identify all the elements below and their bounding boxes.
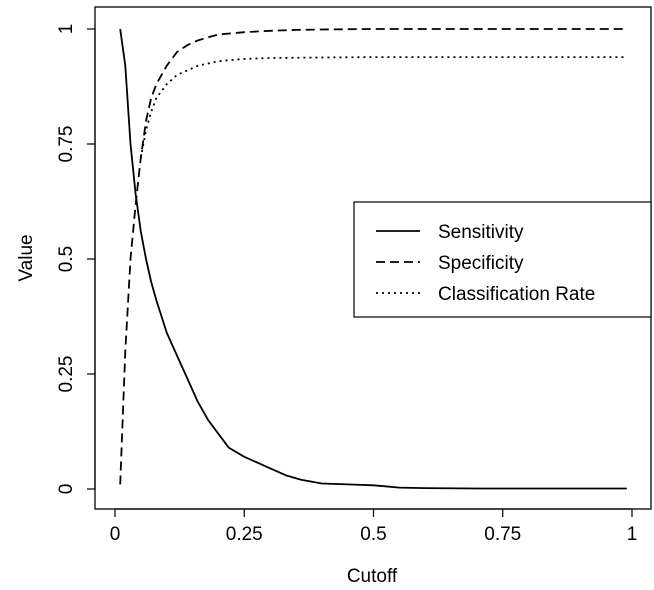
y-tick-label: 0.75 bbox=[56, 126, 77, 163]
x-tick-label: 1 bbox=[627, 524, 638, 545]
series-line-sensitivity bbox=[119, 28, 627, 490]
legend-label: Sensitivity bbox=[438, 222, 524, 243]
x-axis-title: Cutoff bbox=[347, 566, 398, 587]
x-tick-label: 0.75 bbox=[484, 524, 521, 545]
y-axis: 0 0.25 0.5 0.75 1 bbox=[56, 24, 96, 495]
x-tick-label: 0.25 bbox=[226, 524, 263, 545]
y-tick-label: 0.25 bbox=[56, 356, 77, 393]
legend: Sensitivity Specificity Classification Rat… bbox=[353, 201, 652, 318]
series-line-classification-rate bbox=[139, 56, 627, 158]
legend-label: Specificity bbox=[438, 253, 524, 274]
y-axis-title: Value bbox=[16, 234, 37, 281]
series-lines bbox=[119, 28, 627, 490]
x-tick-label: 0.5 bbox=[360, 524, 386, 545]
legend-label: Classification Rate bbox=[438, 284, 595, 305]
x-tick-label: 0 bbox=[110, 524, 121, 545]
series-line-specificity bbox=[119, 28, 627, 485]
legend-box bbox=[353, 201, 652, 318]
y-tick-label: 0 bbox=[56, 484, 77, 495]
x-axis: 0 0.25 0.5 0.75 1 bbox=[110, 508, 638, 545]
y-tick-label: 0.5 bbox=[56, 246, 77, 272]
y-tick-label: 1 bbox=[56, 24, 77, 35]
